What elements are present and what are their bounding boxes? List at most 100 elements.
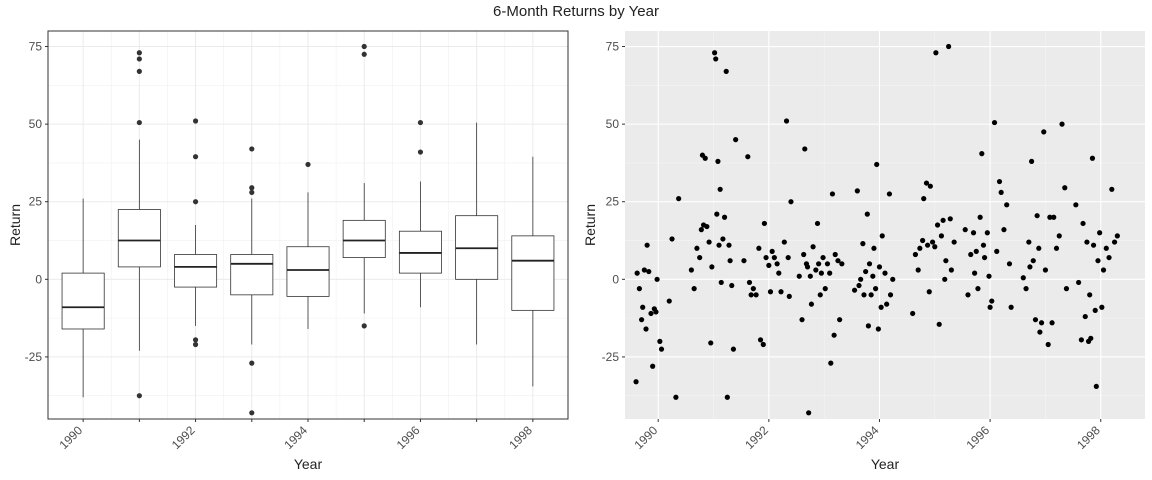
outlier-point	[417, 119, 424, 126]
outlier-point	[249, 360, 255, 366]
scatter-point	[634, 270, 640, 276]
scatter-point	[721, 214, 728, 220]
scatter-point	[698, 227, 704, 233]
scatter-point	[929, 239, 936, 245]
scatter-point	[871, 245, 877, 251]
box-1991	[117, 50, 161, 399]
scatter-point	[970, 230, 977, 236]
outlier-point	[136, 68, 142, 74]
scatter-point	[932, 244, 938, 250]
scatter-point	[766, 262, 772, 268]
scatter-point	[878, 304, 884, 310]
y-axis-title: Return	[582, 204, 598, 246]
outlier-point	[136, 56, 142, 62]
scatter-point	[1023, 286, 1029, 292]
scatter-point	[691, 286, 697, 292]
outlier-point	[136, 119, 142, 126]
scatter-point	[936, 321, 942, 327]
scatter-point	[979, 151, 985, 157]
scatter-point	[658, 346, 665, 352]
scatter-point	[785, 254, 791, 261]
scatter-point	[727, 258, 733, 264]
scatter-point	[938, 233, 945, 239]
scatter-point	[781, 239, 787, 245]
scatter-point	[756, 245, 762, 251]
scatter-point	[657, 338, 663, 344]
scatter-point	[977, 214, 983, 220]
scatter-point	[1114, 233, 1120, 239]
scatter-point	[650, 363, 656, 369]
scatter-point	[723, 68, 729, 74]
y-tick-label: 75	[606, 40, 620, 54]
scatter-point	[720, 236, 726, 242]
scatter-point	[1063, 286, 1070, 292]
scatter-point	[774, 261, 780, 267]
box-1990	[61, 198, 105, 398]
y-tick-label: 25	[29, 195, 43, 209]
scatter-point	[653, 309, 659, 315]
scatter-point	[1089, 155, 1096, 161]
scatter-point	[818, 270, 824, 276]
y-tick-label: 0	[612, 272, 619, 286]
x-tick-label: 1994	[281, 423, 310, 452]
scatter-point	[1106, 254, 1112, 261]
box-iqr	[174, 254, 218, 288]
box-iqr	[511, 235, 555, 311]
scatter-point	[810, 244, 816, 250]
scatter-point	[1100, 267, 1107, 273]
y-tick-label: 0	[35, 272, 42, 286]
scatter-point	[760, 341, 766, 348]
scatter-point	[724, 394, 730, 400]
scatter-point	[1032, 317, 1039, 323]
scatter-point	[820, 254, 826, 261]
scatter-point	[808, 301, 815, 307]
scatter-point	[822, 286, 828, 292]
scatter-point	[802, 146, 808, 152]
box-1996	[398, 119, 442, 308]
outlier-point	[136, 50, 142, 56]
scatter-point	[1099, 304, 1105, 310]
scatter-point	[837, 317, 843, 323]
scatter-point	[1084, 239, 1090, 245]
outlier-point	[249, 146, 255, 152]
scatter-point	[676, 196, 682, 202]
scatter-point	[1087, 292, 1093, 298]
scatter-point	[968, 251, 974, 258]
scatter-point	[704, 223, 710, 230]
scatter-point	[643, 326, 649, 332]
scatter-point	[872, 286, 879, 292]
scatter-point	[980, 242, 987, 248]
scatter-point	[942, 276, 948, 282]
scatter-point	[745, 154, 751, 160]
scatter-point	[748, 292, 754, 298]
scatter-point	[638, 317, 645, 323]
scatter-point	[962, 227, 968, 233]
y-tick-label: -25	[602, 350, 620, 364]
scatter-point	[673, 394, 679, 400]
scatter-point	[912, 251, 919, 258]
scatter-point	[1080, 220, 1086, 227]
outlier-point	[417, 149, 424, 155]
scatter-point	[1090, 242, 1097, 248]
x-tick-label: 1998	[1074, 423, 1103, 452]
box-iqr	[342, 219, 386, 258]
scatter-point	[994, 248, 1000, 254]
scatter-point	[1036, 245, 1042, 251]
scatter-point	[923, 180, 930, 186]
scatter-point	[757, 337, 764, 343]
scatter-point	[640, 304, 646, 310]
scatter-point	[828, 360, 834, 366]
scatter-point	[989, 298, 995, 304]
scatter-point	[831, 332, 837, 338]
scatter-point	[1045, 341, 1051, 348]
x-tick-label: 1996	[963, 423, 992, 452]
scatter-point	[776, 270, 782, 276]
scatter-point	[879, 233, 885, 239]
boxplot-panel: -25 0 25 50 75 1990 1992 1994 1996 1998 Year Return	[7, 30, 569, 472]
scatter-point	[829, 191, 836, 197]
scatter-point	[1109, 186, 1115, 192]
scatter-point	[858, 276, 864, 282]
y-tick-label: 75	[29, 40, 43, 54]
